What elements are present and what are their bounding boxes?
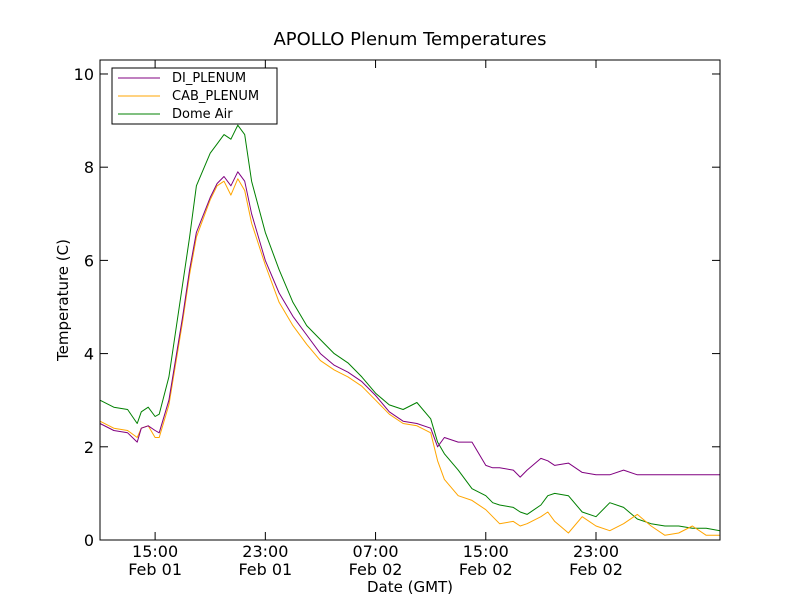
y-axis-label: Temperature (C): [54, 239, 72, 362]
x-tick-label-time: 15:00: [132, 542, 178, 561]
x-tick-label-date: Feb 02: [569, 560, 623, 579]
x-tick-label-time: 23:00: [242, 542, 288, 561]
x-tick-label-time: 07:00: [353, 542, 399, 561]
y-tick-label: 8: [84, 158, 94, 177]
y-tick-label: 2: [84, 438, 94, 457]
x-tick-label-date: Feb 01: [238, 560, 292, 579]
x-axis-label: Date (GMT): [367, 578, 453, 596]
x-tick-label-date: Feb 02: [349, 560, 403, 579]
chart-title: APOLLO Plenum Temperatures: [273, 29, 546, 50]
series-layer: [99, 124, 721, 536]
series-line-dome-air: [99, 124, 721, 532]
legend: DI_PLENUM CAB_PLENUM Dome Air: [111, 67, 278, 125]
legend-label-di-plenum: DI_PLENUM: [172, 71, 246, 86]
x-tick-label-time: 23:00: [573, 542, 619, 561]
y-tick-label: 0: [84, 531, 94, 550]
series-line-cab-plenum: [99, 178, 720, 536]
x-tick-label-date: Feb 01: [128, 560, 182, 579]
legend-label-dome-air: Dome Air: [172, 107, 233, 122]
x-tick-label-time: 15:00: [463, 542, 509, 561]
legend-label-cab-plenum: CAB_PLENUM: [172, 89, 259, 104]
y-tick-label: 10: [74, 65, 94, 84]
x-tick-label-date: Feb 02: [459, 560, 513, 579]
y-tick-label: 4: [84, 345, 94, 364]
plot-frame: [99, 59, 721, 541]
series-line-di-plenum: [99, 171, 720, 478]
y-tick-label: 6: [84, 251, 94, 270]
